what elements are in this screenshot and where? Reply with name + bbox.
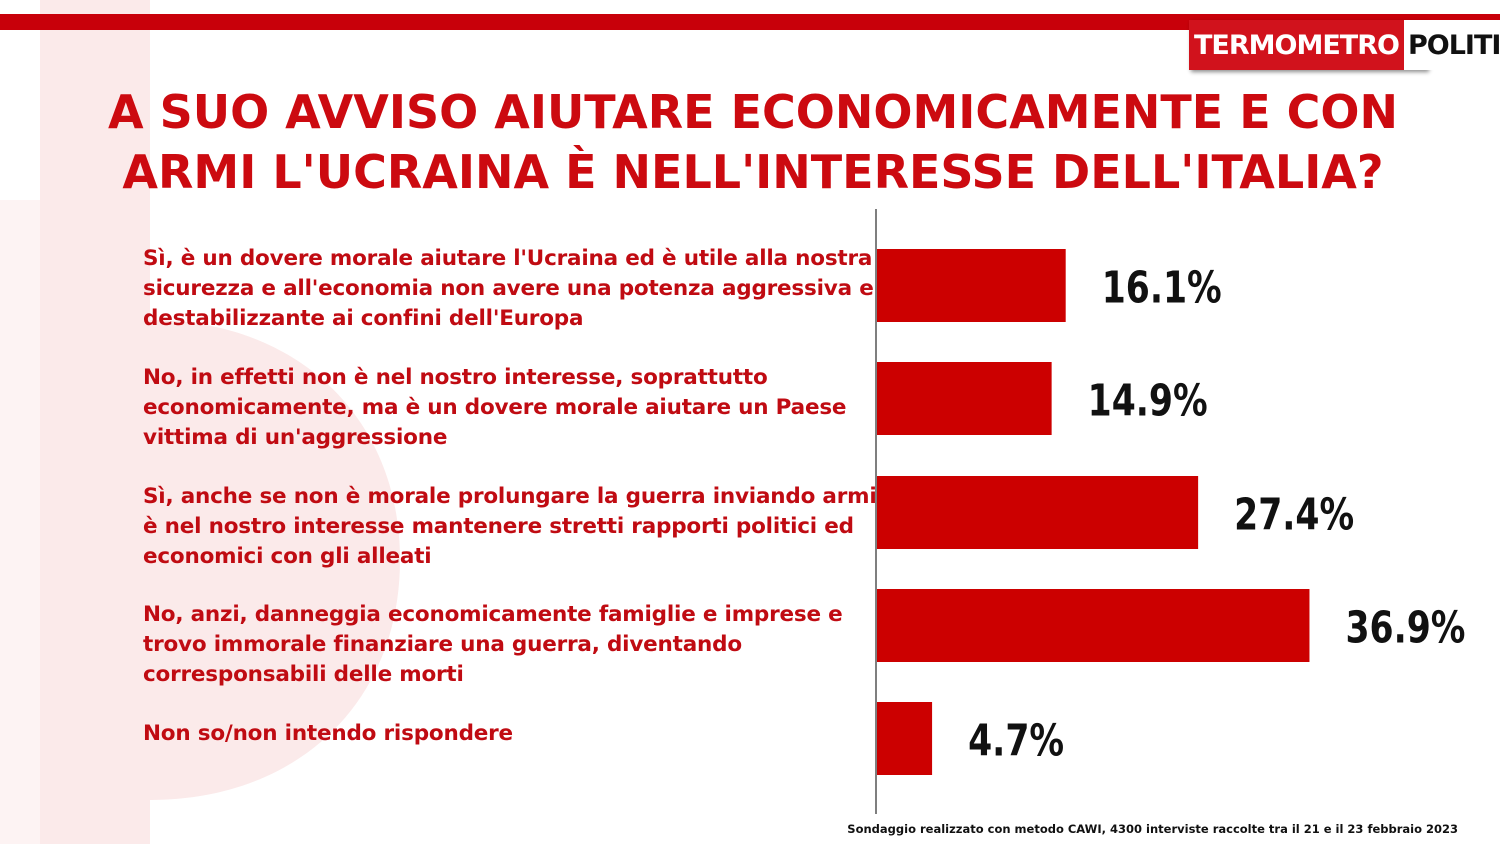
data-label: 14.9%	[1088, 376, 1208, 427]
data-label: 36.9%	[1345, 603, 1465, 654]
survey-footnote: Sondaggio realizzato con metodo CAWI, 43…	[847, 822, 1458, 836]
bar	[877, 362, 1052, 435]
bar	[877, 702, 932, 775]
bar	[877, 249, 1066, 322]
data-label: 16.1%	[1102, 263, 1222, 314]
data-label: 4.7%	[968, 716, 1064, 767]
bar	[877, 589, 1309, 662]
bar	[877, 476, 1198, 549]
data-label: 27.4%	[1234, 490, 1354, 541]
